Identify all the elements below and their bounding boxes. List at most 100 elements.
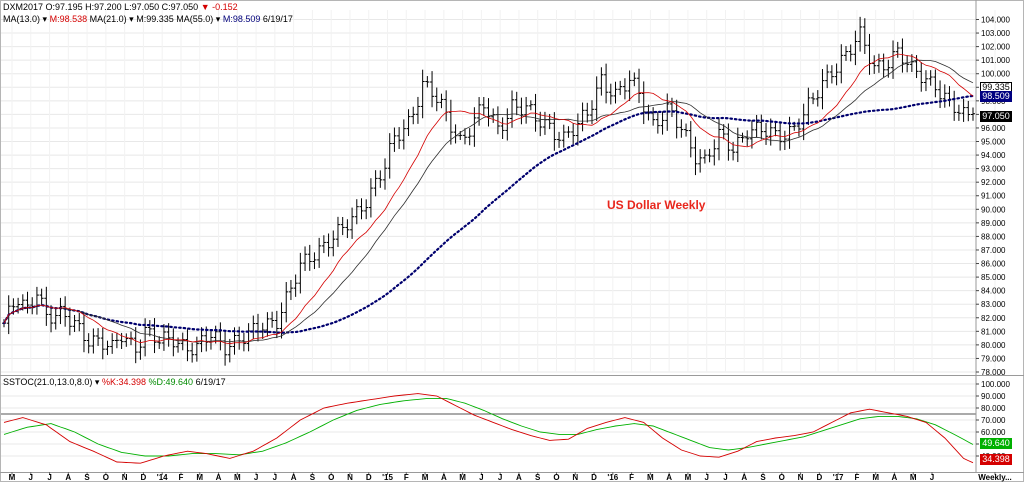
ma-header: MA(13.0) ▾ M:98.538 MA(21.0) ▾ M:99.335 … [3,14,293,25]
ma21-label[interactable]: MA(21.0) [89,14,127,24]
x-tick-label: M [647,473,654,482]
ohlc-bar [335,216,340,247]
ohlc-bar [86,333,91,354]
ohlc-bar [453,124,458,144]
ohlc-bar [740,132,745,143]
ohlc-bar [608,83,613,105]
ohlc-bar [397,127,402,149]
price-tick-label: 92.000 [981,178,1006,187]
x-tick-label: '16 [607,473,618,482]
ohlc-bar [674,99,679,139]
ohlc-bar [928,70,933,86]
ohlc-bar [354,199,359,225]
ohlc-bar [933,69,938,98]
price-tick-label: 81.000 [981,327,1006,336]
ohlc-bar [575,113,580,146]
ohlc-bar [599,67,604,96]
price-tick-label: 95.000 [981,138,1006,147]
x-tick-label: A [291,473,297,482]
ohlc-bar [331,230,336,257]
ohlc-bar [462,128,467,145]
ma55-label[interactable]: MA(55.0) [176,14,214,24]
ma55-value: M:98.509 [222,14,261,24]
ohlc-bar [185,329,190,362]
ohlc-bar [947,86,952,107]
x-tick-label: A [216,473,222,482]
ohlc-bar [895,41,900,58]
ohlc-bar [350,207,355,239]
ohlc-bar [364,199,369,220]
ohlc-bar [208,329,213,350]
price-tick-label: 93.000 [981,165,1006,174]
ohlc-bar [801,103,806,141]
x-tick-label: M [685,473,692,482]
ohlc-bar [721,124,726,140]
stoch-label[interactable]: SSTOC(21.0,13.0,8.0) [3,377,93,387]
ohlc-bar [782,130,787,151]
ohlc-bar [698,149,703,173]
price-tick-label: 85.000 [981,273,1006,282]
x-tick-label: J [723,473,727,482]
ohlc-bar [604,63,609,104]
stoch-header: SSTOC(21.0,13.0,8.0) ▾ %K:34.398 %D:49.6… [3,377,226,388]
ohlc-bar [524,96,529,124]
ohlc-bar [171,328,176,357]
ma13-label[interactable]: MA(13.0) [3,14,41,24]
ohlc-bar [622,78,627,100]
x-tick-label: M [422,473,429,482]
ohlc-bar [91,328,96,354]
ohlc-bar [627,70,632,101]
ohlc-bar [749,120,754,149]
x-tick-label: N [572,473,578,482]
price-tick-label: 91.000 [981,192,1006,201]
ohlc-bar [359,198,364,220]
ohlc-bar [39,288,44,305]
ohlc-bar [147,320,152,337]
ohlc-bar [745,130,750,147]
x-tick-label: J [930,473,934,482]
x-tick-label: J [29,473,33,482]
x-tick-label: D [591,473,597,482]
ohlc-bar [651,107,656,126]
ohlc-bar [618,80,623,96]
x-tick-label: '15 [382,473,393,482]
symbol-label[interactable]: DXM2017 [3,2,44,12]
ohlc-bar [110,333,115,354]
x-tick-label: M [234,473,241,482]
x-tick-label: F [629,473,634,482]
price-tick-label: 80.000 [981,341,1006,350]
x-tick-label: A [441,473,447,482]
ohlc-bar [867,33,872,75]
ohlc-bar [707,148,712,163]
ohlc-bar [105,340,110,356]
ohlc-bar [401,119,406,150]
ohlc-bar [340,216,345,236]
price-bars [2,16,975,366]
dropdown-icon[interactable]: ▾ [42,14,48,24]
ma55-price-tag: 98.509 [980,91,1012,102]
x-tick-label: '14 [157,473,168,482]
price-tick-label: 83.000 [981,300,1006,309]
stoch-date: 6/19/17 [195,377,226,387]
price-tick-label: 89.000 [981,219,1006,228]
x-tick-label: M [9,473,16,482]
ohlc-bar [557,131,562,148]
ohlc-bar [312,252,317,270]
ohlc-bar [961,98,966,122]
x-tick-label: A [666,473,672,482]
x-tick-label: M [459,473,466,482]
ohlc-bar [439,93,444,109]
ohlc-bar [486,98,491,127]
dropdown-icon[interactable]: ▾ [215,14,221,24]
ohlc-bar [133,327,138,364]
ohlc-bar [448,99,453,145]
ohlc-bar [580,102,585,132]
price-tick-label: 86.000 [981,260,1006,269]
dropdown-icon[interactable]: ▾ [94,377,100,387]
x-tick-label: Weekly... [978,473,1012,482]
ohlc-bar [190,342,195,363]
ohlc-bar [834,63,839,86]
ohlc-bar [688,121,693,158]
dropdown-icon[interactable]: ▾ [129,14,134,24]
ohlc-bar [411,106,416,125]
